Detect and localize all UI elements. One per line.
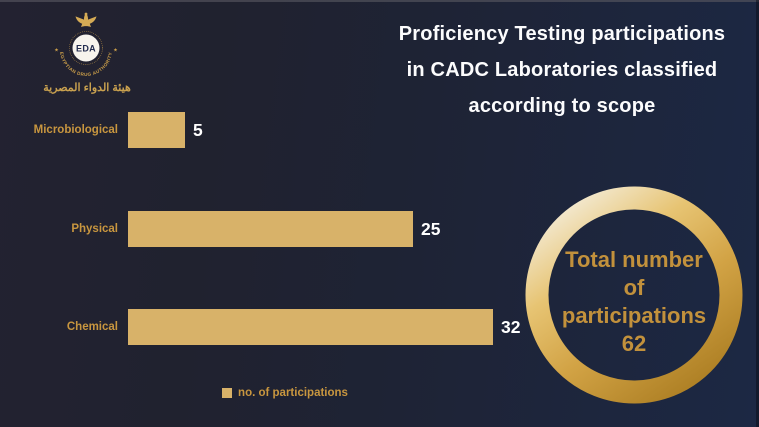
total-badge-line-3: participations [561, 303, 707, 328]
page-title: Proficiency Testing participations in CA… [378, 16, 746, 124]
bar-microbiological [128, 112, 185, 148]
bar-row-physical: Physical 25 [20, 211, 550, 247]
logo-dotted-ring [69, 31, 103, 65]
total-ring-circle [525, 186, 743, 404]
total-badge-line-1: Total number [565, 247, 703, 272]
category-label-chemical: Chemical [66, 321, 118, 333]
bar-row-microbiological: Microbiological 5 [20, 112, 550, 148]
logo-acronym: EDA [76, 44, 96, 54]
total-ring [525, 186, 743, 404]
logo-star-left: ★ [54, 48, 59, 54]
logo-star-right: ★ [113, 48, 118, 54]
logo-inner-circle [72, 34, 100, 62]
page-title-line-1: Proficiency Testing participations [398, 23, 726, 45]
right-edge-divider [756, 0, 759, 427]
bar-row-chemical: Chemical 32 [20, 309, 550, 345]
chart-legend: no. of participations [20, 387, 550, 399]
bar-value-physical: 25 [421, 218, 441, 239]
total-badge-value: 62 [621, 331, 647, 356]
category-label-microbiological: Microbiological [33, 124, 118, 136]
page-title-line-2: in CADC Laboratories classified [406, 59, 718, 81]
legend-swatch-icon [222, 388, 233, 398]
category-label-physical: Physical [71, 223, 118, 235]
bar-chemical [128, 309, 493, 345]
legend-label: no. of participations [238, 387, 348, 399]
total-badge: Total number of participations 62 [539, 246, 729, 358]
top-edge-divider [0, 0, 759, 2]
eda-logo: EDA EGYPTIAN DRUG AUTHORITY ★ ★ [54, 12, 118, 77]
page-title-line-3: according to scope [468, 95, 656, 117]
eagle-icon [75, 12, 97, 28]
bar-value-chemical: 32 [501, 316, 521, 337]
bar-physical [128, 211, 413, 247]
logo-arabic-name: هيئة الدواء المصرية [43, 82, 131, 94]
bar-value-microbiological: 5 [193, 119, 203, 140]
total-badge-line-2: of [623, 275, 645, 300]
